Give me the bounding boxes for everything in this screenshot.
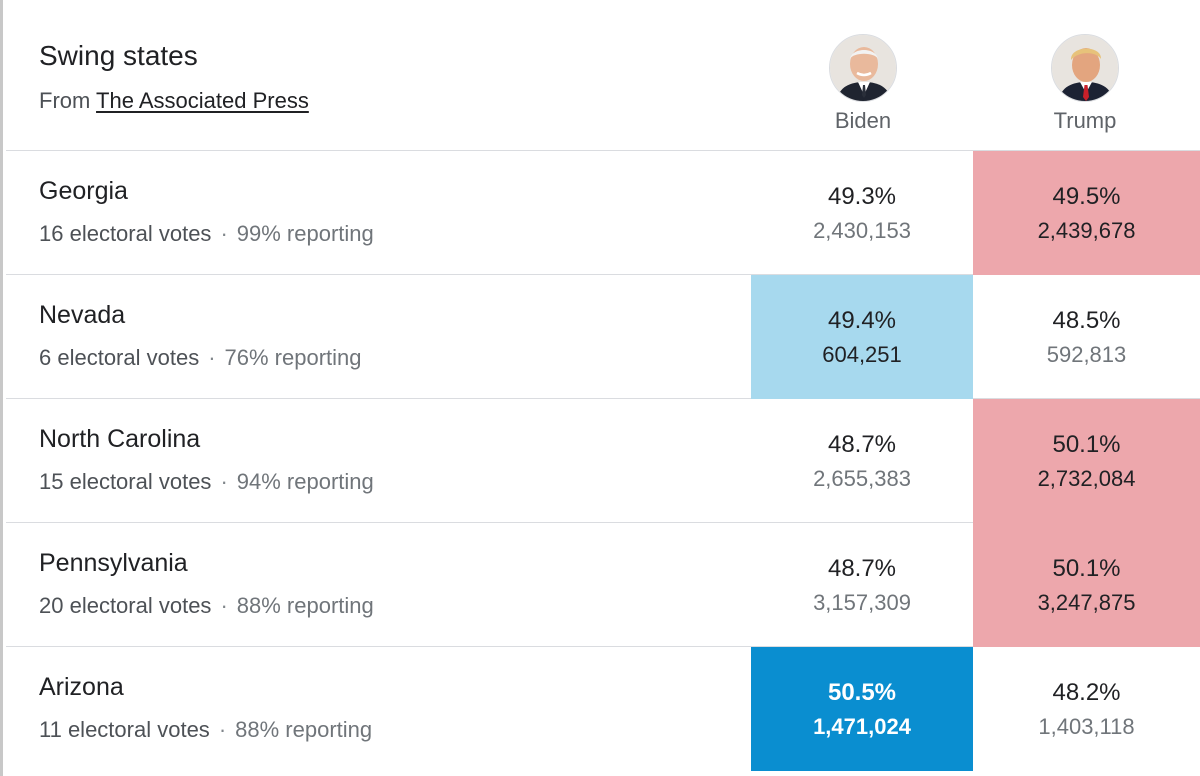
state-row-nevada[interactable]: Nevada 6 electoral votes · 76% reporting 4… [6, 275, 1200, 399]
source-link[interactable]: The Associated Press [96, 88, 309, 113]
vote-count: 1,403,118 [1038, 714, 1135, 739]
candidate-trump[interactable]: Trump [985, 34, 1185, 134]
trump-result: 48.5% 592,813 [973, 275, 1200, 399]
vote-percent: 48.7% [827, 431, 897, 458]
card-header: Swing states From The Associated Press B… [6, 0, 1200, 151]
state-name: Georgia [39, 177, 128, 205]
meta-separator: · [218, 717, 227, 742]
vote-percent: 50.1% [1052, 555, 1121, 582]
trump-result: 50.1% 3,247,875 [973, 523, 1200, 647]
vote-percent: 50.5% [827, 679, 897, 706]
electoral-votes: 15 electoral votes [39, 469, 212, 494]
vote-count: 592,813 [1046, 342, 1127, 367]
state-meta: 11 electoral votes · 88% reporting [39, 717, 372, 743]
vote-count: 2,439,678 [1037, 218, 1136, 243]
reporting-status: 94% reporting [236, 469, 374, 494]
trump-result: 49.5% 2,439,678 [973, 151, 1200, 275]
meta-separator: · [220, 469, 228, 494]
state-row-north-carolina[interactable]: North Carolina 15 electoral votes · 94% re… [6, 399, 1200, 523]
reporting-status: 76% reporting [224, 345, 362, 370]
state-row-georgia[interactable]: Georgia 16 electoral votes · 99% reporting… [6, 151, 1200, 275]
vote-percent: 48.5% [1052, 307, 1121, 334]
card-title: Swing states [39, 40, 198, 71]
meta-separator: · [208, 345, 216, 370]
meta-separator: · [220, 221, 228, 246]
electoral-votes: 11 electoral votes [39, 717, 210, 742]
vote-percent: 48.7% [827, 555, 897, 582]
source-prefix: From [39, 88, 91, 113]
vote-percent: 50.1% [1052, 431, 1121, 458]
vote-count: 3,247,875 [1037, 590, 1136, 615]
electoral-votes: 6 electoral votes [39, 345, 200, 370]
state-name: Pennsylvania [39, 549, 188, 577]
meta-separator: · [220, 593, 228, 618]
avatar [1051, 34, 1119, 102]
candidate-biden[interactable]: Biden [763, 34, 963, 134]
candidate-name: Trump [1053, 108, 1117, 133]
state-meta: 16 electoral votes · 99% reporting [39, 221, 374, 247]
reporting-status: 88% reporting [235, 717, 373, 742]
state-results-list: Georgia 16 electoral votes · 99% reporting… [6, 151, 1200, 771]
vote-count: 2,430,153 [813, 218, 911, 243]
trump-result: 50.1% 2,732,084 [973, 399, 1200, 523]
vote-percent: 49.5% [1052, 183, 1121, 210]
state-name: Nevada [39, 301, 126, 329]
biden-result: 48.7% 2,655,383 [751, 399, 973, 523]
electoral-votes: 16 electoral votes [39, 221, 212, 246]
reporting-status: 99% reporting [236, 221, 374, 246]
vote-percent: 48.2% [1052, 679, 1121, 706]
state-meta: 20 electoral votes · 88% reporting [39, 593, 374, 619]
biden-result: 48.7% 3,157,309 [751, 523, 973, 647]
biden-result: 50.5% 1,471,024 [751, 647, 973, 771]
source-line: From The Associated Press [39, 88, 309, 114]
state-row-arizona[interactable]: Arizona 11 electoral votes · 88% reporting… [6, 647, 1200, 771]
avatar [829, 34, 897, 102]
biden-result: 49.4% 604,251 [751, 275, 973, 399]
vote-count: 2,732,084 [1037, 466, 1136, 491]
vote-count: 1,471,024 [813, 714, 911, 739]
candidate-name: Biden [834, 108, 892, 133]
state-meta: 6 electoral votes · 76% reporting [39, 345, 362, 371]
vote-count: 3,157,309 [813, 590, 911, 615]
biden-result: 49.3% 2,430,153 [751, 151, 973, 275]
state-row-pennsylvania[interactable]: Pennsylvania 20 electoral votes · 88% repo… [6, 523, 1200, 647]
state-name: North Carolina [39, 425, 201, 453]
vote-percent: 49.4% [827, 307, 897, 334]
reporting-status: 88% reporting [236, 593, 374, 618]
trump-result: 48.2% 1,403,118 [973, 647, 1200, 771]
vote-percent: 49.3% [827, 183, 897, 210]
vote-count: 2,655,383 [813, 466, 911, 491]
vote-count: 604,251 [822, 342, 902, 367]
state-meta: 15 electoral votes · 94% reporting [39, 469, 374, 495]
state-name: Arizona [39, 673, 124, 701]
electoral-votes: 20 electoral votes [39, 593, 212, 618]
